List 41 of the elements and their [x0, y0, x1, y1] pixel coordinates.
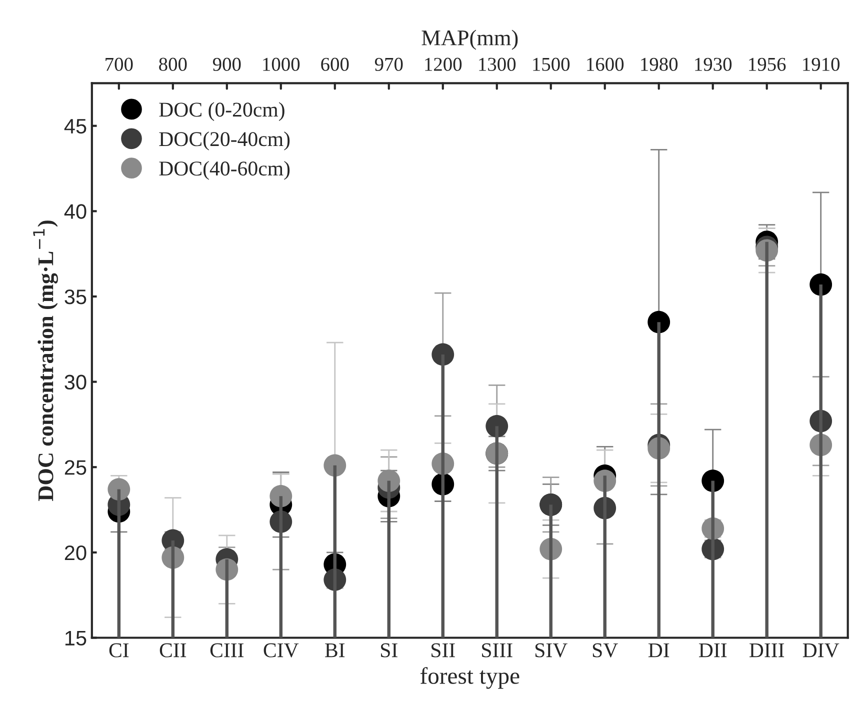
text: 1980 [641, 58, 678, 71]
x-tick-label: SIII [482, 643, 512, 658]
text: 1910 [803, 58, 840, 71]
text: 1600 [587, 58, 624, 71]
text: 1200 [425, 58, 462, 71]
x-tick-label: DIII [750, 643, 784, 658]
x-tick-label: BI [325, 643, 345, 658]
x-tick-label: SIV [535, 643, 568, 658]
y-tick-label: 20 [64, 545, 86, 560]
y-axis-title: DOC concentration (mg·L$^{−1}$) [33, 220, 58, 501]
x-tick-label: CII [160, 643, 186, 658]
y-tick-label: 30 [64, 374, 86, 390]
legend-label: DOC (0-20cm) [159, 102, 284, 121]
x-tick-label: DII [698, 643, 727, 658]
x-axis-title: forest type [420, 667, 520, 689]
text: 1000 [263, 58, 300, 71]
x-tick-label: CIV [264, 643, 299, 658]
text: 970 [374, 58, 403, 71]
y-tick-label: 40 [64, 204, 86, 219]
x-tick-label: CIII [210, 643, 244, 658]
x-tick-label: CI [109, 643, 129, 658]
text: 900 [212, 58, 241, 71]
text: 1930 [695, 58, 732, 71]
y-tick-label: 45 [64, 119, 86, 134]
text: 1956 [749, 58, 786, 71]
text: 1500 [533, 58, 570, 71]
text: 600 [321, 58, 349, 71]
text: 700 [106, 58, 133, 71]
x-tick-label: DI [648, 643, 670, 658]
x-tick-label: SII [432, 643, 455, 658]
y-tick-label: 15 [65, 630, 86, 646]
x-tick-label: SI [381, 643, 398, 658]
text: 800 [159, 58, 187, 71]
y-tick-label: 35 [64, 289, 86, 304]
x2-axis-title: MAP(mm) [422, 30, 518, 50]
legend-label: DOC(20-40cm) [159, 132, 290, 150]
y-tick-label: 25 [64, 460, 86, 475]
x-tick-label: SV [592, 643, 618, 658]
legend-label: DOC(40-60cm) [159, 160, 290, 180]
text: 1300 [479, 58, 516, 71]
x-tick-label: DIV [802, 643, 840, 658]
